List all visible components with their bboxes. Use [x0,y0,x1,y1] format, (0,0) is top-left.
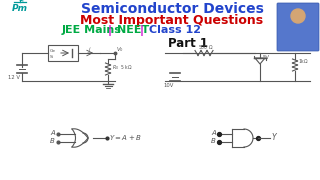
Text: 10V: 10V [164,83,174,88]
FancyBboxPatch shape [277,3,319,51]
Text: |: | [140,25,148,36]
Text: B: B [211,138,216,144]
Text: Pm: Pm [12,4,28,13]
Text: Si: Si [50,55,54,59]
Text: 12 V: 12 V [8,75,20,80]
Text: Semiconductor Devices: Semiconductor Devices [81,2,263,16]
Text: $R_0$  5 k$\Omega$: $R_0$ 5 k$\Omega$ [112,63,133,72]
Text: Class 12: Class 12 [149,25,201,35]
Bar [48,45,78,61]
Text: Part 1: Part 1 [168,37,208,50]
Text: $V_0$: $V_0$ [116,45,124,54]
Text: 1k$\Omega$: 1k$\Omega$ [298,57,309,65]
Text: A: A [50,130,55,136]
Text: $Y = A + B$: $Y = A + B$ [109,134,142,143]
Text: 5V: 5V [263,55,270,60]
Text: Y: Y [272,134,276,143]
Text: A: A [211,130,216,136]
Text: Ge: Ge [50,49,56,53]
Text: NEET: NEET [117,25,153,35]
Text: i: i [89,47,91,52]
Circle shape [291,9,305,23]
Text: 500 $\Omega$: 500 $\Omega$ [198,43,214,51]
Text: JEE Mains: JEE Mains [62,25,126,35]
Text: B: B [50,138,55,144]
Text: |: | [108,25,116,36]
Text: Most Important Questions: Most Important Questions [80,14,264,27]
